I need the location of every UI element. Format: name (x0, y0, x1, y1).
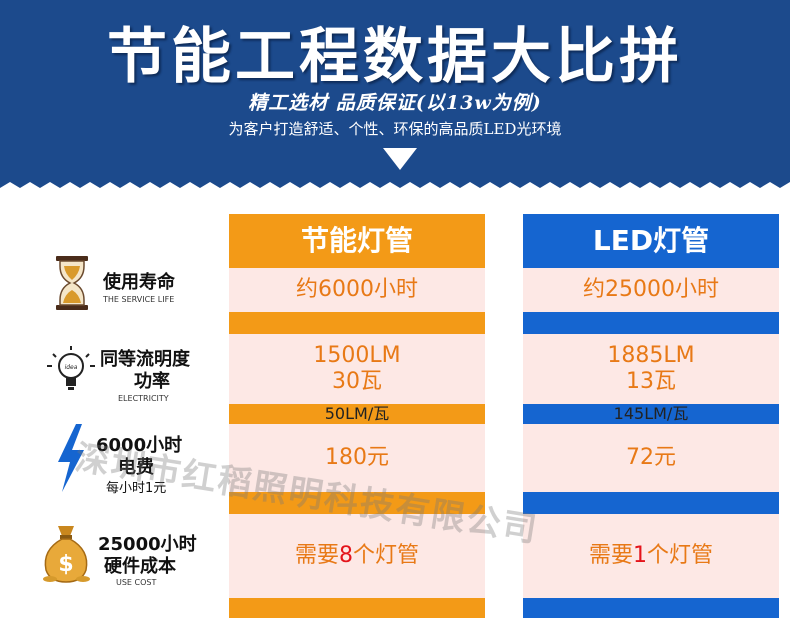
highlight-number: 1 (633, 543, 647, 568)
cell-value: 72元 (626, 445, 676, 470)
svg-text:idea: idea (65, 364, 78, 371)
row-label-electricity-2: 电费 (118, 457, 154, 478)
row-label-electricity-rate: 每小时1元 (106, 481, 167, 496)
cell-value-line1: 1885LM (607, 343, 695, 368)
text-prefix: 需要 (294, 543, 339, 568)
cell-value: 约6000小时 (296, 277, 418, 302)
lightning-bolt-icon (58, 424, 84, 492)
column-header-right: LED灯管 (523, 214, 779, 268)
cell-hardware-right: 需要1个灯管 (523, 514, 779, 598)
efficiency-value: 145LM/瓦 (613, 404, 689, 423)
banner-zigzag-edge (0, 176, 790, 188)
cell-value-line1: 1500LM (313, 343, 401, 368)
page-tagline: 为客户打造舒适、个性、环保的高品质LED光环境 (228, 120, 562, 138)
row-label-life: 使用寿命 (103, 272, 175, 293)
efficiency-strip-left: 50LM/瓦 (229, 404, 485, 424)
row-divider (229, 492, 485, 514)
hourglass-icon (56, 256, 88, 310)
row-label-electricity: 6000小时 (96, 435, 183, 456)
row-label-power-2: 功率 (134, 371, 170, 392)
row-label-life-en: THE SERVICE LIFE (103, 295, 175, 304)
page-title: 节能工程数据大比拼 (107, 22, 683, 92)
text-prefix: 需要 (588, 543, 633, 568)
cell-power-left: 1500LM 30瓦 (229, 334, 485, 404)
chevron-down-icon (383, 148, 417, 170)
cell-value: 需要8个灯管 (295, 543, 419, 569)
cell-value: 约25000小时 (583, 277, 719, 302)
text-suffix: 个灯管 (353, 543, 420, 568)
row-label-hardware-2: 硬件成本 (104, 556, 176, 577)
cell-hardware-left: 需要8个灯管 (229, 514, 485, 598)
row-label-hardware-en: USE COST (116, 578, 157, 587)
page-subtitle: 精工选材 品质保证(以13w为例) (248, 92, 542, 114)
header-banner: 节能工程数据大比拼 精工选材 品质保证(以13w为例) 为客户打造舒适、个性、环… (0, 0, 790, 182)
cell-value-line2: 13瓦 (626, 369, 676, 394)
cell-value: 180元 (325, 445, 389, 470)
cell-power-right: 1885LM 13瓦 (523, 334, 779, 404)
cell-value-line2: 30瓦 (332, 369, 382, 394)
row-divider (229, 598, 485, 618)
row-label-hardware: 25000小时 (98, 534, 197, 555)
cell-electricity-right: 72元 (523, 424, 779, 492)
cell-life-left: 约6000小时 (229, 268, 485, 312)
row-label-power-en: ELECTRICITY (118, 394, 169, 403)
cell-life-right: 约25000小时 (523, 268, 779, 312)
row-divider (523, 598, 779, 618)
cell-electricity-left: 180元 (229, 424, 485, 492)
text-suffix: 个灯管 (647, 543, 714, 568)
svg-text:$: $ (58, 552, 73, 577)
row-divider (229, 312, 485, 334)
efficiency-value: 50LM/瓦 (324, 404, 390, 423)
row-divider (523, 312, 779, 334)
cell-value: 需要1个灯管 (589, 543, 713, 569)
efficiency-strip-right: 145LM/瓦 (523, 404, 779, 424)
lightbulb-idea-icon: idea (47, 346, 95, 390)
highlight-number: 8 (339, 543, 353, 568)
column-header-left: 节能灯管 (229, 214, 485, 268)
money-bag-icon: $ (43, 526, 90, 583)
row-divider (523, 492, 779, 514)
row-label-power: 同等流明度 (100, 349, 190, 370)
